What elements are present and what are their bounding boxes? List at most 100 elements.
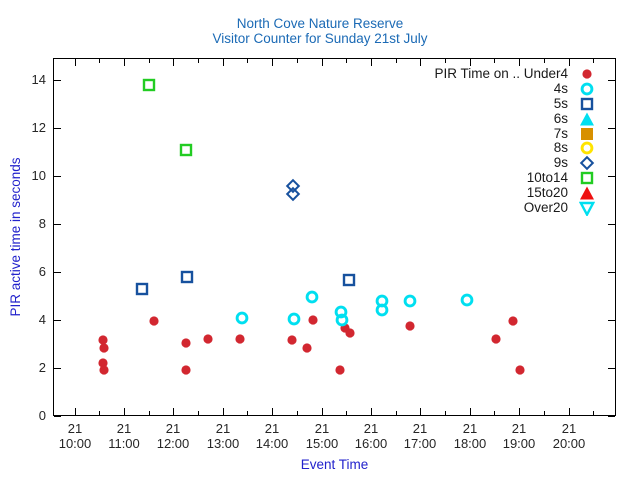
chart-title-line1: North Cove Nature Reserve [236,16,404,31]
legend-marker-circle-open [579,140,595,156]
x-tick-minor [247,411,248,415]
legend-item-6s: 6s [320,111,595,127]
y-tick-major [54,224,61,225]
x-tick-label: 21 11:00 [108,421,140,451]
x-tick-minor-mirror [247,59,248,63]
point-Under4 [505,313,521,329]
y-tick-label: 6 [38,264,46,279]
y-tick-major-mirror [608,176,615,177]
legend-item-label: 9s [553,155,568,171]
y-tick-major [54,128,61,129]
x-tick-minor [149,411,150,415]
x-tick-label: 21 10:00 [58,421,92,451]
legend-marker-square-open [579,96,595,112]
point-Under4 [96,362,112,378]
legend-item-label: Over20 [523,199,568,215]
x-tick-label: 21 18:00 [453,421,487,451]
x-tick-major [569,408,570,415]
legend-marker-square-open [579,170,595,186]
x-axis-label: Event Time [300,457,369,472]
point-4s [334,312,350,328]
x-tick-major-mirror [569,59,570,66]
legend-item-9s: 9s [320,155,595,171]
point-Under4 [332,362,348,378]
point-Under4 [512,362,528,378]
y-tick-major-mirror [608,224,615,225]
x-tick-major-mirror [223,59,224,66]
y-tick-major [54,272,61,273]
point-4s [286,311,302,327]
y-tick-major [54,320,61,321]
point-Under4 [95,355,111,371]
x-tick-major-mirror [371,59,372,66]
x-tick-minor-mirror [494,59,495,63]
y-tick-major [54,176,61,177]
point-Under4 [488,331,504,347]
legend-marker-triangle-up-filled [579,111,595,127]
x-tick-major-mirror [519,59,520,66]
legend-item-label: 8s [553,140,568,156]
y-tick-major-mirror [608,320,615,321]
legend-item-label: 10to14 [526,169,568,185]
x-tick-minor [198,411,199,415]
legend-item-label: PIR Time on .. Under4 [434,66,568,82]
x-tick-label: 21 14:00 [255,421,289,451]
legend-item-label: 4s [553,81,568,97]
point-4s [374,302,390,318]
x-tick-major [420,408,421,415]
x-tick-label: 21 12:00 [156,421,190,451]
point-Under4 [342,325,358,341]
x-tick-major [124,408,125,415]
point-Under4 [284,332,300,348]
x-tick-major [173,408,174,415]
y-tick-label: 4 [38,312,46,327]
point-5s [134,281,150,297]
x-tick-major-mirror [173,59,174,66]
point-Under4 [95,332,111,348]
legend-item-10to14: 10to14 [320,170,595,186]
x-tick-major-mirror [272,59,273,66]
y-tick-major-mirror [608,368,615,369]
x-tick-minor-mirror [149,59,150,63]
point-Under4 [146,313,162,329]
point-5s [179,269,195,285]
x-tick-label: 21 19:00 [502,421,536,451]
point-4s [304,289,320,305]
legend-item-7s: 7s [320,126,595,142]
point-10to14 [178,142,194,158]
y-tick-label: 2 [38,360,46,375]
point-Under4 [200,331,216,347]
plot-area [53,58,616,416]
point-Under4 [232,331,248,347]
x-tick-label: 21 16:00 [354,421,388,451]
x-tick-major-mirror [470,59,471,66]
legend-item-5s: 5s [320,96,595,112]
legend-item-8s: 8s [320,140,595,156]
x-tick-minor [396,411,397,415]
legend-item-label: 5s [553,95,568,111]
legend-item-15to20: 15to20 [320,185,595,201]
legend-marker-square-filled [579,126,595,142]
legend-marker-diamond-open [579,155,595,171]
x-tick-label: 21 15:00 [305,421,339,451]
y-tick-label: 8 [38,216,46,231]
x-tick-major-mirror [75,59,76,66]
x-tick-major-mirror [322,59,323,66]
x-tick-minor-mirror [445,59,446,63]
point-5s [341,272,357,288]
x-tick-minor-mirror [297,59,298,63]
legend-item-Under4: PIR Time on .. Under4 [320,66,595,82]
point-Under4 [96,340,112,356]
legend-item-label: 15to20 [526,184,568,200]
legend-item-label: 6s [553,110,568,126]
point-4s [234,310,250,326]
y-tick-major-mirror [608,416,615,417]
y-tick-label: 12 [31,120,46,135]
legend-item-Over20: Over20 [320,199,596,217]
x-tick-major [470,408,471,415]
x-tick-major [223,408,224,415]
chart-title-line2: Visitor Counter for Sunday 21st July [212,31,428,46]
legend-item-label: 7s [553,125,568,141]
x-tick-minor-mirror [593,59,594,63]
